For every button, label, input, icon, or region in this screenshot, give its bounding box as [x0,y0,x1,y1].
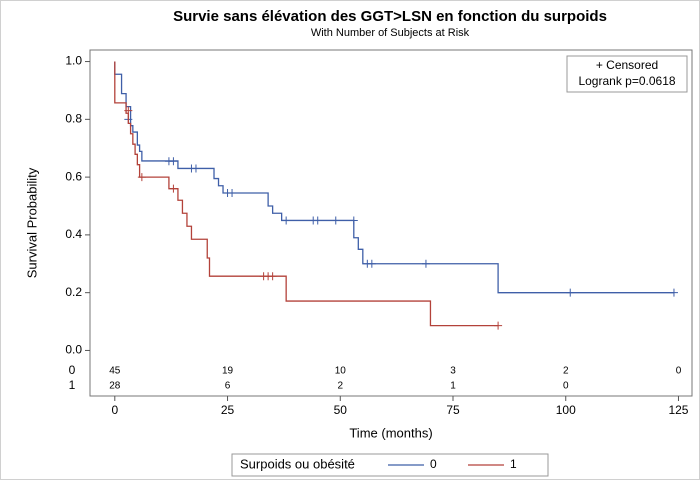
chart-title: Survie sans élévation des GGT>LSN en fon… [173,8,607,25]
x-tick-label: 0 [111,403,118,417]
x-tick-label: 25 [221,403,235,417]
at-risk-count: 10 [335,366,347,377]
plot-frame [89,49,693,397]
censor-mark [421,259,430,268]
censor-mark [349,216,358,225]
at-risk-count: 0 [676,366,682,377]
at-risk-count: 2 [563,366,569,377]
legend-title: Surpoids ou obésité [240,456,355,471]
censor-mark [313,216,322,225]
inset-box [566,55,688,93]
x-tick-label: 100 [556,403,576,417]
at-risk-count: 0 [563,381,569,392]
censor-mark [169,157,178,166]
legend-label: 0 [430,457,437,471]
x-axis-label: Time (months) [349,425,432,440]
x-tick-label: 50 [334,403,348,417]
censor-mark [566,288,575,297]
x-tick-label: 75 [446,403,460,417]
survival-curve [114,61,499,327]
censor-mark [124,106,133,115]
censor-mark [669,288,678,297]
censor-mark [228,189,237,197]
inset-text: + Censored [596,58,658,72]
chart-subtitle: With Number of Subjects at Risk [311,27,470,39]
at-risk-count: 45 [109,366,121,377]
at-risk-count: 28 [109,381,121,392]
y-tick-label: 0.0 [65,343,82,357]
censor-mark [268,272,277,281]
at-risk-count: 1 [450,381,456,392]
censor-mark [137,173,146,182]
censor-mark [367,259,376,268]
survival-curve [114,61,674,294]
x-tick-label: 125 [668,403,688,417]
inset-text: Logrank p=0.0618 [578,74,675,88]
at-risk-group: 1 [69,378,76,392]
at-risk-group: 0 [69,363,76,377]
at-risk-count: 19 [222,366,234,377]
y-axis-label: Survival Probability [24,167,39,278]
y-tick-label: 0.6 [65,169,82,183]
y-tick-label: 1.0 [65,54,82,68]
y-tick-label: 0.4 [65,227,82,241]
at-risk-count: 6 [225,381,231,392]
y-tick-label: 0.8 [65,112,82,126]
legend-label: 1 [510,457,517,471]
censor-mark [282,216,291,225]
censor-mark [169,184,178,193]
censor-mark [494,321,503,330]
y-tick-label: 0.2 [65,285,82,299]
at-risk-count: 2 [337,381,343,392]
censor-mark [191,164,200,173]
censor-mark [331,216,340,225]
at-risk-count: 3 [450,366,456,377]
